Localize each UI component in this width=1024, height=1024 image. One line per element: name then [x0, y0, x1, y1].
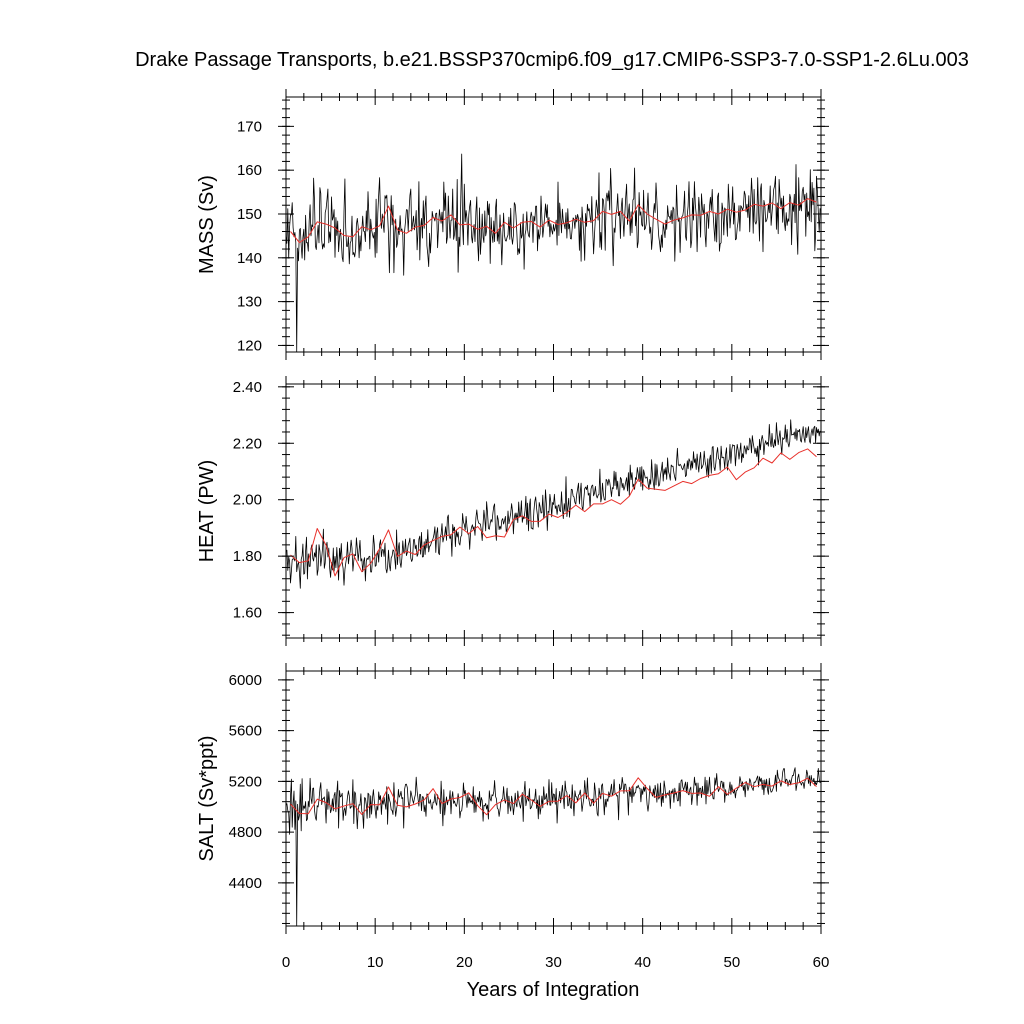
- mass-monthly-series-line: [286, 153, 821, 352]
- x-tick-label: 30: [545, 954, 562, 971]
- heat-y-tick-label: 2.40: [233, 379, 262, 396]
- salt-y-tick-label: 5600: [229, 723, 262, 740]
- mass-y-tick-label: 160: [237, 162, 262, 179]
- heat-plot-frame: [285, 383, 822, 639]
- x-tick-label: 60: [813, 954, 830, 971]
- heat-y-tick-label: 2.20: [233, 435, 262, 452]
- salt-y-tick-label: 6000: [229, 672, 262, 689]
- salt-panel: 4400 4800 5200 5600 6000 SALT (Sv*ppt) 0 10 20 30…: [196, 663, 829, 971]
- salt-y-tick-label: 5200: [229, 773, 262, 790]
- heat-panel: 1.60 1.80 2.00 2.20 2.40 HEAT (PW): [196, 376, 829, 646]
- heat-annual-series-line: [290, 448, 817, 577]
- mass-y-tick-label: 130: [237, 294, 262, 311]
- salt-y-axis-title: SALT (Sv*ppt): [196, 736, 218, 862]
- mass-y-axis-title: MASS (Sv): [196, 175, 218, 274]
- mass-panel: 120 130 140 150 160 170 MASS (Sv): [196, 89, 829, 360]
- heat-y-tick-label: 1.80: [233, 548, 262, 565]
- heat-monthly-series-line: [286, 419, 821, 589]
- salt-y-tick-label: 4800: [229, 824, 262, 841]
- x-tick-label: 20: [456, 954, 473, 971]
- mass-y-tick-label: 150: [237, 206, 262, 223]
- heat-y-tick-label: 2.00: [233, 492, 262, 509]
- mass-y-tick-label: 120: [237, 337, 262, 354]
- salt-monthly-series-line: [286, 767, 821, 926]
- mass-annual-series-line: [290, 198, 817, 243]
- mass-y-tick-label: 170: [237, 118, 262, 135]
- x-axis-title: Years of Integration: [467, 979, 640, 1001]
- salt-y-tick-label: 4400: [229, 875, 262, 892]
- x-tick-label: 40: [634, 954, 651, 971]
- salt-plot-frame: [285, 670, 822, 927]
- x-tick-label: 50: [723, 954, 740, 971]
- heat-y-axis-title: HEAT (PW): [196, 460, 218, 563]
- chart-title: Drake Passage Transports, b.e21.BSSP370c…: [135, 49, 969, 71]
- x-tick-label: 10: [367, 954, 384, 971]
- mass-y-tick-label: 140: [237, 250, 262, 267]
- salt-annual-series-line: [290, 777, 817, 816]
- heat-y-tick-label: 1.60: [233, 605, 262, 622]
- x-tick-label: 0: [282, 954, 290, 971]
